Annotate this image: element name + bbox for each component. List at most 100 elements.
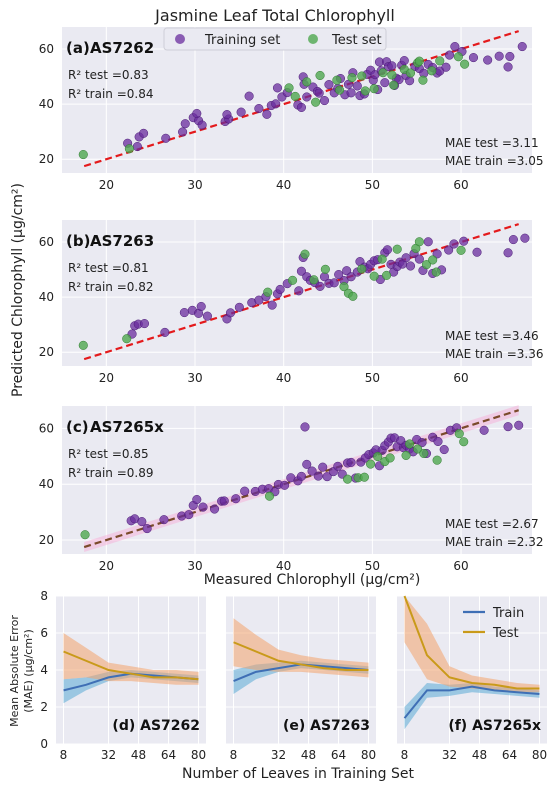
r2-train-stat: R² train =0.84 <box>68 87 153 101</box>
mae-train-stat: MAE train =3.36 <box>445 347 543 361</box>
test-point <box>369 84 379 94</box>
legend-training-label: Training set <box>204 33 280 48</box>
training-point <box>380 78 390 88</box>
y-tick-label: 20 <box>39 533 54 547</box>
training-point <box>272 83 283 93</box>
training-point <box>271 99 281 109</box>
test-point <box>302 77 312 87</box>
training-point <box>296 266 306 276</box>
bottom-y-label-line1: Mean Absolute Error <box>8 615 21 727</box>
training-point <box>161 133 171 143</box>
test-point <box>366 459 376 469</box>
x-tick-label: 80 <box>532 748 547 762</box>
test-point <box>80 530 90 540</box>
test-point <box>348 291 358 301</box>
panel-letter: (a) <box>66 39 90 57</box>
series-line-test <box>63 650 199 681</box>
test-point <box>387 70 397 80</box>
test-point <box>290 91 300 101</box>
x-tick-label: 8 <box>230 748 238 762</box>
legend-test-marker <box>308 34 318 44</box>
error-band-test <box>404 596 540 693</box>
training-point <box>192 494 202 505</box>
test-point <box>124 144 134 154</box>
test-point <box>335 85 345 95</box>
training-point <box>394 75 404 85</box>
x-tick-label: 32 <box>271 748 286 762</box>
test-point <box>78 149 88 160</box>
test-point <box>78 340 88 350</box>
training-point <box>254 103 264 114</box>
x-tick-label: 48 <box>131 748 146 762</box>
r2-train-stat: R² train =0.89 <box>68 466 153 480</box>
test-point <box>418 75 428 85</box>
training-point <box>198 502 208 512</box>
test-point <box>460 59 470 69</box>
mae-test-stat: MAE test =3.11 <box>445 136 539 150</box>
training-point <box>472 247 482 257</box>
training-point <box>139 319 150 329</box>
bottom-y-label-line2: (MAE) (μg/cm²) <box>22 629 35 713</box>
training-point <box>387 61 397 71</box>
training-point <box>459 236 469 246</box>
test-point <box>392 244 402 254</box>
training-point <box>192 108 202 119</box>
test-point <box>357 264 367 274</box>
x-tick-label: 30 <box>187 371 202 385</box>
x-tick-label: 40 <box>276 371 291 385</box>
y-tick-label: 60 <box>39 421 54 435</box>
y-tick-label: 40 <box>39 97 54 111</box>
test-point <box>342 474 353 484</box>
training-point <box>329 278 339 288</box>
y-tick-label: 40 <box>39 477 54 491</box>
panel-e: 8 32 48 64 80 (e) AS7263 <box>226 595 376 762</box>
training-point <box>517 42 527 52</box>
test-point <box>359 472 369 482</box>
test-point <box>357 71 367 81</box>
y-tick-label: 40 <box>39 290 54 304</box>
x-tick-label: 48 <box>472 748 487 762</box>
mae-train-stat: MAE train =3.05 <box>445 154 543 168</box>
x-tick-label: 8 <box>60 748 68 762</box>
training-point <box>318 462 328 472</box>
fit-line <box>83 409 520 549</box>
training-point <box>382 245 393 255</box>
top-legend-box <box>163 27 387 51</box>
y-tick-label: 2 <box>40 700 48 714</box>
panel-d: 0 2 4 6 8 8 32 48 64 80 (d) AS7262 <box>40 589 206 762</box>
x-tick-label: 80 <box>191 748 206 762</box>
x-tick-label: 50 <box>365 178 380 192</box>
panel-letter: (c) <box>66 418 89 436</box>
y-tick-label: 8 <box>40 589 48 603</box>
test-point <box>347 73 357 83</box>
sensor-name: AS7265x <box>90 418 164 436</box>
x-tick-label: 48 <box>301 748 316 762</box>
training-point <box>231 494 241 504</box>
training-point <box>244 91 254 101</box>
x-tick-label: 60 <box>453 559 468 573</box>
error-band-test <box>63 633 199 685</box>
x-tick-label: 80 <box>361 748 376 762</box>
training-point <box>483 55 493 65</box>
x-tick-label: 40 <box>276 559 291 573</box>
series-line-train <box>403 685 540 719</box>
training-point <box>314 88 324 98</box>
test-point <box>288 275 298 285</box>
training-point <box>468 53 479 63</box>
training-point <box>307 466 317 476</box>
training-point <box>219 496 229 506</box>
r2-test-stat: R² test =0.83 <box>68 68 149 82</box>
training-point <box>234 302 244 312</box>
training-point <box>319 96 330 106</box>
training-point <box>423 237 433 247</box>
x-tick-label: 64 <box>161 748 176 762</box>
legend-training-marker <box>175 34 185 44</box>
training-point <box>137 517 147 527</box>
training-point <box>142 524 152 534</box>
training-point <box>296 471 306 481</box>
y-tick-label: 4 <box>40 663 48 677</box>
training-point <box>180 119 190 129</box>
panel-b: 20 30 40 50 60 20 40 60 (b) AS7263 R² test =0.81 R²… <box>39 220 543 385</box>
training-point <box>505 51 515 62</box>
